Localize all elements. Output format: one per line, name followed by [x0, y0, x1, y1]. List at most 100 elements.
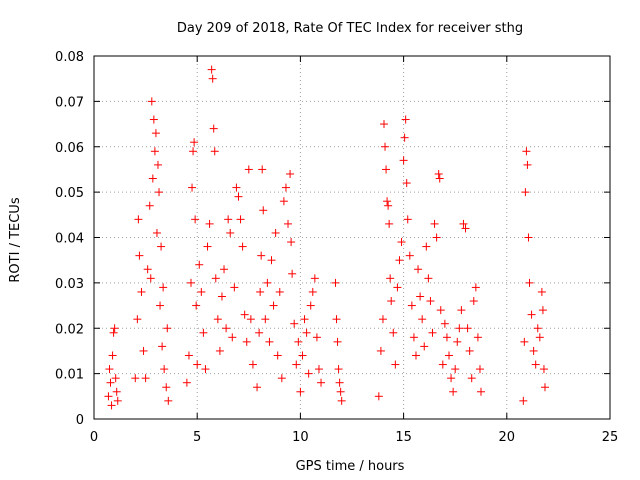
data-point: [238, 242, 247, 251]
data-point: [317, 378, 326, 387]
data-point: [457, 306, 466, 315]
data-point: [430, 219, 439, 228]
data-point: [407, 301, 416, 310]
data-point: [210, 147, 219, 156]
data-point: [148, 174, 157, 183]
data-point: [296, 387, 305, 396]
data-point: [521, 188, 530, 197]
data-point: [332, 315, 341, 324]
data-point: [259, 206, 268, 215]
data-point: [384, 201, 393, 210]
x-tick-label: 0: [90, 430, 98, 445]
data-point: [145, 201, 154, 210]
data-point: [195, 260, 204, 269]
data-point: [449, 387, 458, 396]
data-point: [527, 310, 536, 319]
data-point: [467, 374, 476, 383]
data-point: [107, 401, 116, 410]
data-point: [426, 297, 435, 306]
data-point: [445, 351, 454, 360]
y-tick-label: 0.05: [55, 186, 84, 201]
data-point: [224, 215, 233, 224]
chart-title: Day 209 of 2018, Rate Of TEC Index for r…: [177, 21, 523, 36]
data-point: [209, 124, 218, 133]
data-point: [110, 324, 119, 333]
data-point: [184, 351, 193, 360]
data-point: [436, 306, 445, 315]
data-point: [222, 324, 231, 333]
data-point: [418, 315, 427, 324]
data-point: [533, 324, 542, 333]
data-point: [271, 228, 280, 237]
data-point: [133, 315, 142, 324]
data-point: [104, 392, 113, 401]
x-tick-label: 5: [193, 430, 201, 445]
data-point: [253, 383, 262, 392]
data-point: [208, 74, 217, 83]
data-point: [477, 387, 485, 396]
data-point: [267, 256, 276, 265]
data-point: [205, 219, 214, 228]
data-point: [234, 192, 243, 201]
data-point: [312, 333, 321, 342]
data-point: [215, 346, 224, 355]
data-point: [314, 365, 323, 374]
data-point: [163, 324, 172, 333]
data-point: [135, 251, 144, 260]
data-point: [236, 215, 245, 224]
data-point: [523, 160, 532, 169]
data-point: [192, 301, 201, 310]
grid-lines: [94, 56, 610, 419]
y-tick-label: 0.08: [55, 50, 84, 65]
data-point: [537, 287, 546, 296]
data-point: [273, 351, 282, 360]
data-point: [308, 287, 317, 296]
data-point: [401, 115, 410, 124]
data-point: [411, 351, 420, 360]
data-point: [277, 374, 286, 383]
data-point: [156, 301, 165, 310]
data-point: [294, 337, 303, 346]
data-point: [298, 351, 307, 360]
data-point: [228, 333, 237, 342]
data-point: [531, 360, 540, 369]
y-tick-label: 0.04: [55, 232, 84, 247]
data-point: [257, 251, 266, 260]
y-tick-label: 0.01: [55, 368, 84, 383]
data-point: [157, 242, 166, 251]
data-point: [147, 97, 156, 106]
data-point: [539, 365, 548, 374]
data-point: [386, 274, 395, 283]
data-point: [288, 269, 297, 278]
data-point: [155, 188, 164, 197]
data-points: [104, 65, 549, 410]
y-tick-label: 0.02: [55, 322, 84, 337]
data-point: [187, 278, 196, 287]
data-point: [416, 292, 425, 301]
data-point: [306, 301, 315, 310]
data-point: [428, 328, 437, 337]
data-point: [376, 346, 385, 355]
data-point: [275, 287, 284, 296]
data-point: [420, 342, 429, 351]
data-point: [335, 378, 344, 387]
data-point: [162, 383, 171, 392]
data-point: [469, 297, 478, 306]
data-point: [141, 374, 150, 383]
data-point: [152, 228, 161, 237]
data-point: [524, 233, 533, 242]
data-point: [519, 396, 528, 405]
data-point: [434, 169, 443, 178]
data-point: [246, 315, 255, 324]
data-point: [302, 328, 311, 337]
data-point: [447, 374, 456, 383]
y-axis-label: ROTI / TECUs: [8, 197, 23, 282]
data-point: [159, 283, 168, 292]
data-point: [409, 333, 418, 342]
data-point: [287, 238, 296, 247]
data-point: [242, 337, 251, 346]
data-point: [182, 378, 191, 387]
data-point: [109, 328, 118, 337]
data-point: [113, 396, 122, 405]
